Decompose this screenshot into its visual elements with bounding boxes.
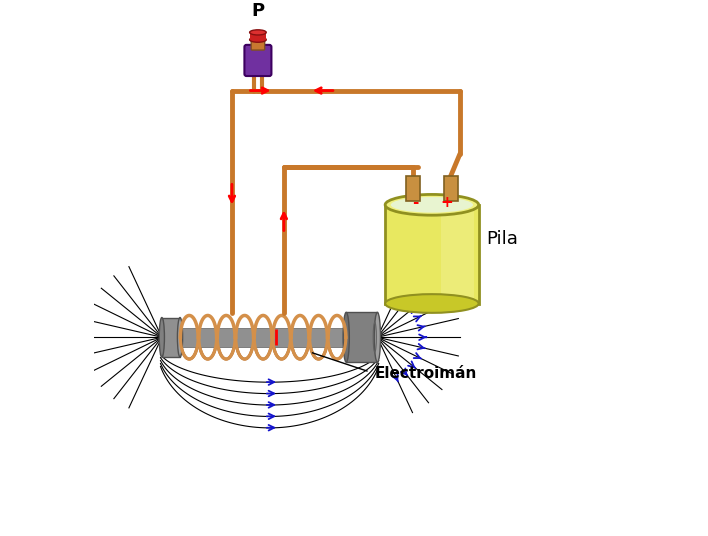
- Ellipse shape: [385, 294, 479, 313]
- Ellipse shape: [159, 317, 164, 357]
- Ellipse shape: [178, 317, 183, 357]
- Ellipse shape: [343, 312, 349, 362]
- Ellipse shape: [391, 197, 473, 213]
- Text: P: P: [251, 3, 265, 20]
- Polygon shape: [406, 176, 420, 200]
- Bar: [180, 328, 354, 347]
- Ellipse shape: [375, 312, 380, 362]
- Bar: [162, 317, 180, 357]
- Text: -: -: [412, 195, 418, 210]
- FancyBboxPatch shape: [251, 39, 265, 50]
- Bar: [385, 205, 479, 303]
- Bar: [250, 32, 266, 40]
- Ellipse shape: [385, 195, 479, 215]
- Ellipse shape: [250, 30, 266, 35]
- Polygon shape: [444, 176, 458, 200]
- Ellipse shape: [250, 37, 266, 42]
- Text: Pila: Pila: [486, 229, 518, 248]
- Text: Electroimán: Electroimán: [375, 366, 477, 381]
- Bar: [441, 205, 474, 303]
- FancyBboxPatch shape: [244, 45, 271, 76]
- Text: +: +: [440, 195, 453, 210]
- Bar: [346, 312, 377, 362]
